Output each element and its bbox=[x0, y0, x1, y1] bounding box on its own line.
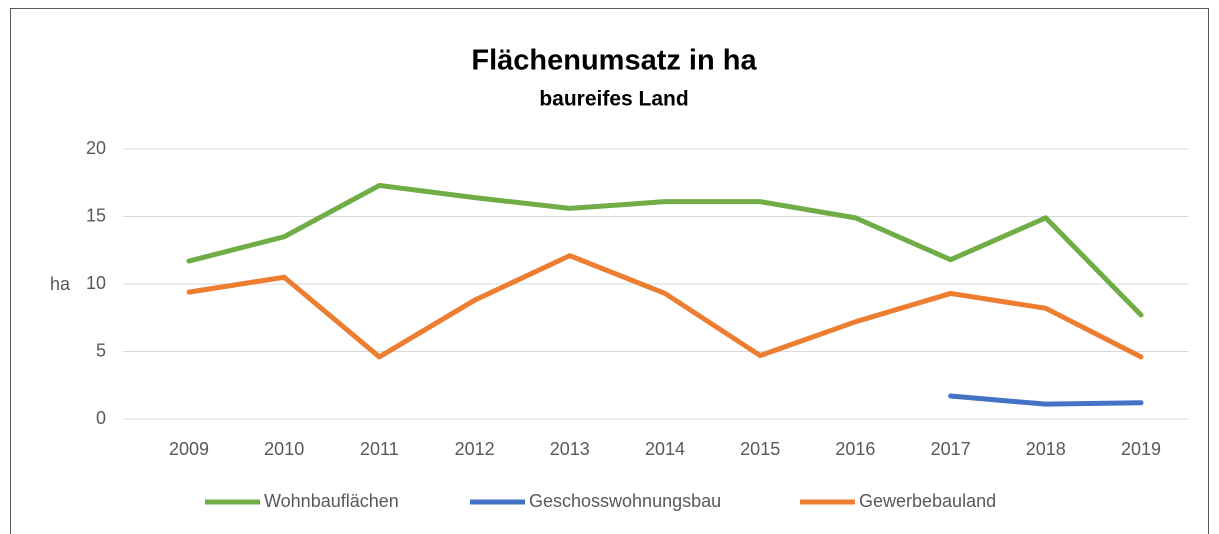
x-tick-label: 2009 bbox=[169, 439, 209, 459]
legend-label: Wohnbauflächen bbox=[264, 491, 399, 511]
legend-label: Geschosswohnungsbau bbox=[529, 491, 721, 511]
chart-subtitle: baureifes Land bbox=[539, 88, 688, 111]
line-series bbox=[948, 393, 1144, 407]
x-tick-label: 2012 bbox=[455, 439, 495, 459]
x-tick-label: 2013 bbox=[550, 439, 590, 459]
y-axis-label: ha bbox=[50, 274, 71, 294]
line-series bbox=[186, 253, 1144, 360]
x-tick-label: 2015 bbox=[740, 439, 780, 459]
x-tick-label: 2016 bbox=[835, 439, 875, 459]
y-tick-label: 0 bbox=[96, 408, 106, 428]
y-tick-label: 5 bbox=[96, 340, 106, 360]
x-tick-label: 2019 bbox=[1121, 439, 1161, 459]
x-tick-label: 2018 bbox=[1026, 439, 1066, 459]
x-tick-label: 2017 bbox=[931, 439, 971, 459]
x-tick-label: 2011 bbox=[360, 439, 399, 459]
x-tick-label: 2014 bbox=[645, 439, 685, 459]
y-tick-label: 15 bbox=[86, 205, 106, 225]
y-tick-label: 20 bbox=[86, 138, 106, 158]
chart-title: Flächenumsatz in ha bbox=[471, 45, 757, 77]
line-series bbox=[186, 182, 1144, 318]
y-tick-label: 10 bbox=[86, 273, 106, 293]
legend-label: Gewerbebauland bbox=[859, 491, 996, 511]
x-tick-label: 2010 bbox=[264, 439, 304, 459]
